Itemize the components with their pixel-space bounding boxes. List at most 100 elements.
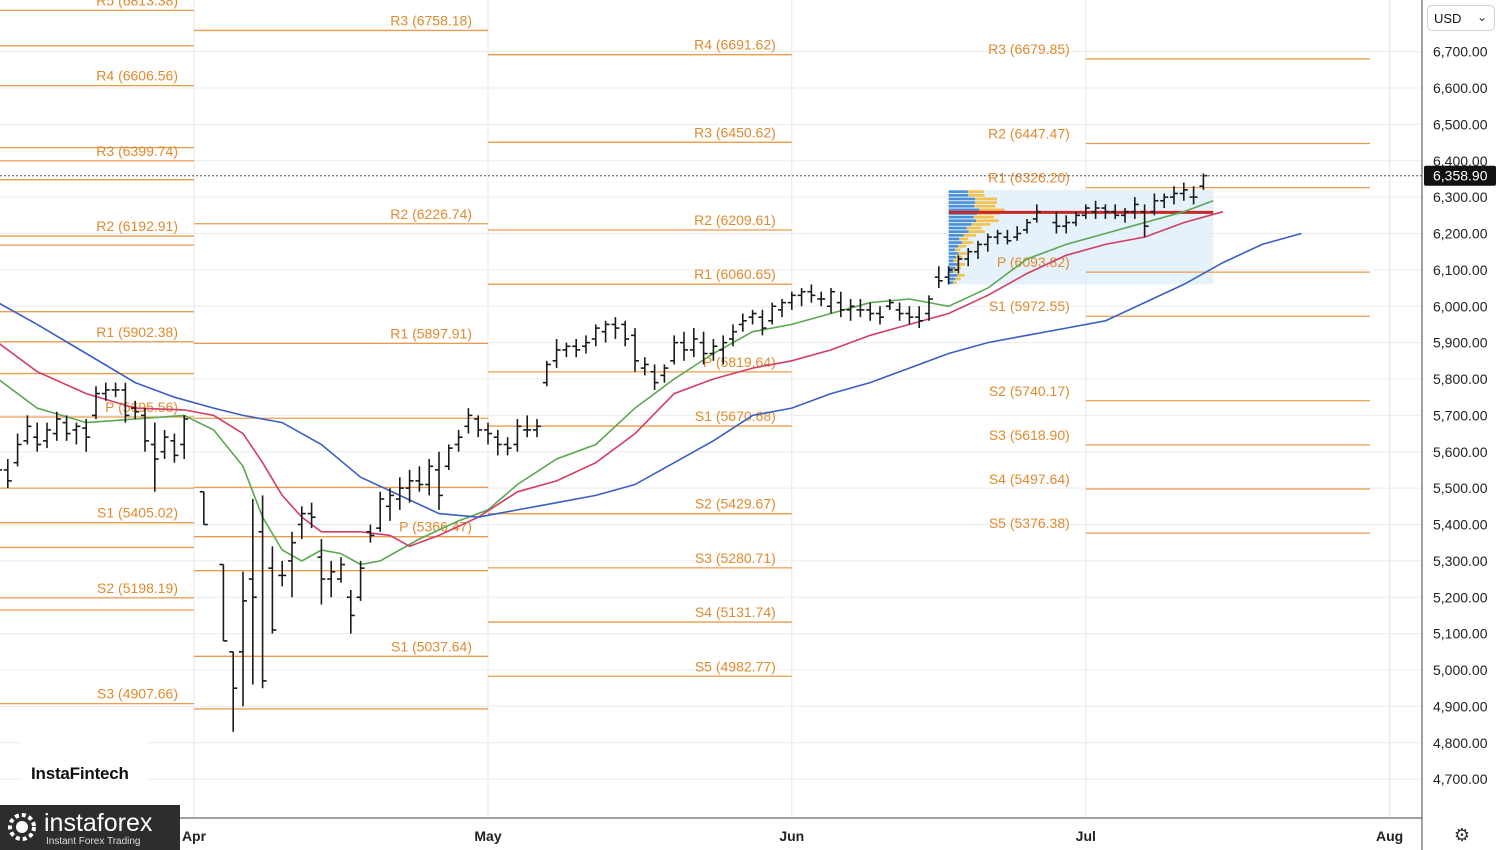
ohlc-bar <box>768 302 777 325</box>
ohlc-bar <box>542 360 551 387</box>
pivot-level-label: R3 (6399.74) <box>96 143 178 159</box>
pivot-level-label: R3 (6679.85) <box>988 41 1070 57</box>
ohlc-bar <box>680 331 688 361</box>
pivot-levels: R5 (6813.38) R4 (6606.56) R3 (6399.74) R2 (… <box>0 0 1370 710</box>
volume-profile-bar <box>958 244 967 248</box>
ohlc-bar <box>248 499 257 685</box>
ohlc-bar <box>689 328 698 358</box>
ohlc-bar <box>1032 204 1041 223</box>
volume-profile-bar <box>955 248 961 252</box>
volume-profile-bar <box>948 255 956 259</box>
ohlc-bar <box>376 491 385 532</box>
volume-profile-bar <box>948 259 954 263</box>
pivot-level-label: P (5695.56) <box>105 399 178 415</box>
volume-profile-bar <box>974 204 996 208</box>
ohlc-bar <box>846 298 855 321</box>
pivot-level-label: R1 (6060.65) <box>694 266 776 282</box>
pivot-level-label: R1 (5902.38) <box>96 324 178 340</box>
ohlc-bar <box>82 419 91 452</box>
ohlc-bar <box>121 382 130 423</box>
volume-profile-bar <box>948 230 969 233</box>
current-price-label: 6,358.90 <box>1433 168 1488 184</box>
pivot-level-label: R2 (6447.47) <box>988 125 1070 141</box>
pivot-level-label: R4 (6606.56) <box>96 68 178 84</box>
pivot-level-label: S4 (5131.74) <box>695 604 776 620</box>
y-tick-label: 6,700.00 <box>1433 44 1488 60</box>
ohlc-bar <box>817 291 826 307</box>
ohlc-bar <box>778 298 786 318</box>
ohlc-bar <box>395 477 404 510</box>
ohlc-bar <box>43 422 51 449</box>
volume-profile-bar <box>948 193 969 197</box>
pivot-level-label: R3 (6450.62) <box>694 124 776 140</box>
chevron-down-icon: ⌄ <box>1476 10 1487 24</box>
moving-average-mid <box>0 210 1224 548</box>
ohlc-bar <box>660 364 669 383</box>
volume-profile-bar <box>958 252 967 255</box>
y-tick-label: 6,000.00 <box>1433 298 1488 314</box>
pivot-level-label: R1 (5897.91) <box>390 325 472 341</box>
ohlc-bar <box>278 560 287 587</box>
ohlc-bar <box>484 422 492 445</box>
ohlc-bar <box>729 324 737 347</box>
ohlc-bar <box>974 240 982 259</box>
ohlc-bar <box>797 288 806 307</box>
ohlc-bar <box>523 415 532 438</box>
grid <box>0 0 1422 818</box>
ohlc-bar <box>268 546 277 634</box>
volume-profile-bar <box>961 241 973 244</box>
volume-profile-bar <box>948 226 967 230</box>
y-tick-label: 6,200.00 <box>1433 226 1488 242</box>
instafintech-wordmark: InstaFintech <box>31 764 129 783</box>
ohlc-bar <box>1013 226 1022 241</box>
volume-profile-bar <box>948 248 956 252</box>
ohlc-bar <box>405 469 414 503</box>
y-tick-label: 5,300.00 <box>1433 553 1488 569</box>
ohlc-bar <box>219 563 228 642</box>
ohlc-bar <box>111 382 120 398</box>
volume-profile-bar <box>948 244 959 248</box>
pivot-level-label: S3 (5280.71) <box>695 550 776 566</box>
instaforex-logo: instaforex Instant Forex Trading <box>0 805 180 850</box>
y-tick-label: 5,200.00 <box>1433 589 1488 605</box>
ohlc-bar <box>807 284 816 303</box>
ohlc-bars <box>0 173 1208 732</box>
volume-profile-bar <box>973 215 995 219</box>
instaforex-tagline: Instant Forex Trading <box>46 836 141 847</box>
ohlc-bar <box>1150 193 1159 216</box>
pivot-level-label: S1 (5037.64) <box>391 638 472 654</box>
pivot-level-label: S5 (5376.38) <box>989 515 1070 531</box>
volume-profile-bar <box>948 274 958 277</box>
ohlc-bar <box>748 309 757 325</box>
pivot-level-label: P (5819.64) <box>703 354 776 370</box>
ohlc-bar <box>258 495 267 689</box>
ohlc-bar <box>346 589 355 634</box>
volume-profile-bar <box>957 274 965 277</box>
volume-profile-bar <box>953 259 958 263</box>
currency-select[interactable]: USD ⌄ <box>1427 5 1495 31</box>
ohlc-bar <box>464 408 473 434</box>
ohlc-bar <box>827 288 835 314</box>
volume-profile-bar <box>948 223 972 226</box>
ohlc-bar <box>1091 200 1100 219</box>
ohlc-bar <box>758 309 767 336</box>
volume-profile-bar <box>968 230 985 233</box>
ohlc-bar <box>229 651 238 732</box>
ohlc-bar <box>640 357 649 376</box>
ohlc-bar <box>513 419 522 452</box>
moving-averages <box>0 200 1302 566</box>
ohlc-bar <box>866 302 875 321</box>
ohlc-bar <box>709 338 718 361</box>
ohlc-bar <box>719 335 728 365</box>
pivot-level-label: S3 (4907.66) <box>97 686 178 702</box>
ohlc-bar <box>601 320 610 343</box>
ohlc-bar <box>1052 211 1061 234</box>
pivot-level-label: R4 (6691.62) <box>694 37 776 53</box>
ohlc-bar <box>699 331 708 365</box>
ohlc-bar <box>3 459 12 489</box>
volume-profile-bar <box>948 208 980 212</box>
instaforex-gear-icon <box>8 813 36 841</box>
settings-gear-icon[interactable]: ⚙ <box>1453 825 1471 846</box>
ohlc-bar <box>915 306 924 329</box>
